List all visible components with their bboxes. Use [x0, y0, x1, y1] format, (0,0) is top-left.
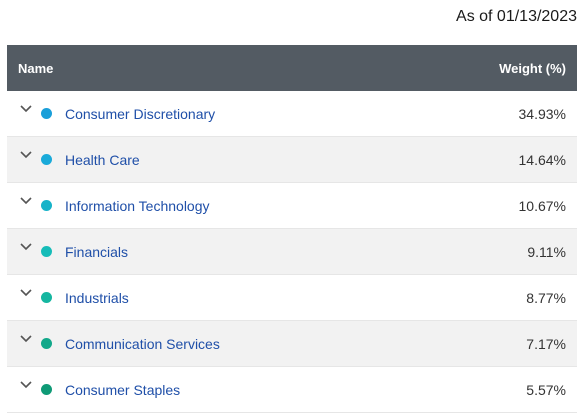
chevron-down-icon[interactable]	[17, 330, 35, 348]
row-left: Communication Services	[17, 334, 220, 352]
table-row[interactable]: Communication Services 7.17%	[7, 321, 577, 367]
row-left: Consumer Discretionary	[17, 104, 216, 122]
sector-color-dot	[41, 246, 52, 257]
sector-weight: 10.67%	[518, 197, 566, 214]
sector-color-dot	[41, 384, 52, 395]
sector-weight: 14.64%	[518, 151, 566, 168]
sector-name-link[interactable]: Information Technology	[65, 197, 210, 214]
sector-name-link[interactable]: Consumer Discretionary	[65, 105, 216, 122]
table-header: Name Weight (%)	[7, 45, 577, 91]
row-left: Industrials	[17, 288, 129, 306]
row-left: Financials	[17, 242, 129, 260]
sector-color-dot	[41, 292, 52, 303]
sector-name-link[interactable]: Industrials	[65, 289, 129, 306]
chevron-down-icon[interactable]	[17, 376, 35, 394]
table-row[interactable]: Health Care 14.64%	[7, 137, 577, 183]
sector-weight: 34.93%	[518, 105, 566, 122]
row-left: Information Technology	[17, 196, 210, 214]
sector-name-link[interactable]: Consumer Staples	[65, 381, 181, 398]
row-left: Consumer Staples	[17, 380, 181, 398]
table-row[interactable]: Consumer Staples 5.57%	[7, 367, 577, 413]
sector-color-dot	[41, 108, 52, 119]
sector-color-dot	[41, 200, 52, 211]
chevron-down-icon[interactable]	[17, 192, 35, 210]
sector-weights-table: Name Weight (%) Consumer Discretionary 3…	[7, 45, 577, 413]
sector-name-link[interactable]: Communication Services	[65, 335, 220, 352]
table-row[interactable]: Industrials 8.77%	[7, 275, 577, 321]
chevron-down-icon[interactable]	[17, 100, 35, 118]
chevron-down-icon[interactable]	[17, 146, 35, 164]
header-name: Name	[18, 60, 54, 76]
sector-weight: 9.11%	[527, 243, 566, 260]
as-of-date: As of 01/13/2023	[456, 8, 577, 25]
sector-name-link[interactable]: Financials	[65, 243, 129, 260]
header-weight: Weight (%)	[499, 60, 566, 76]
chevron-down-icon[interactable]	[17, 238, 35, 256]
chevron-down-icon[interactable]	[17, 284, 35, 302]
sector-weight: 7.17%	[526, 335, 566, 352]
table-row[interactable]: Consumer Discretionary 34.93%	[7, 91, 577, 137]
sector-weight: 8.77%	[526, 289, 566, 306]
row-left: Health Care	[17, 150, 140, 168]
table-row[interactable]: Information Technology 10.67%	[7, 183, 577, 229]
sector-name-link[interactable]: Health Care	[65, 151, 140, 168]
sector-color-dot	[41, 154, 52, 165]
sector-color-dot	[41, 338, 52, 349]
table-row[interactable]: Financials 9.11%	[7, 229, 577, 275]
sector-weight: 5.57%	[526, 381, 566, 398]
